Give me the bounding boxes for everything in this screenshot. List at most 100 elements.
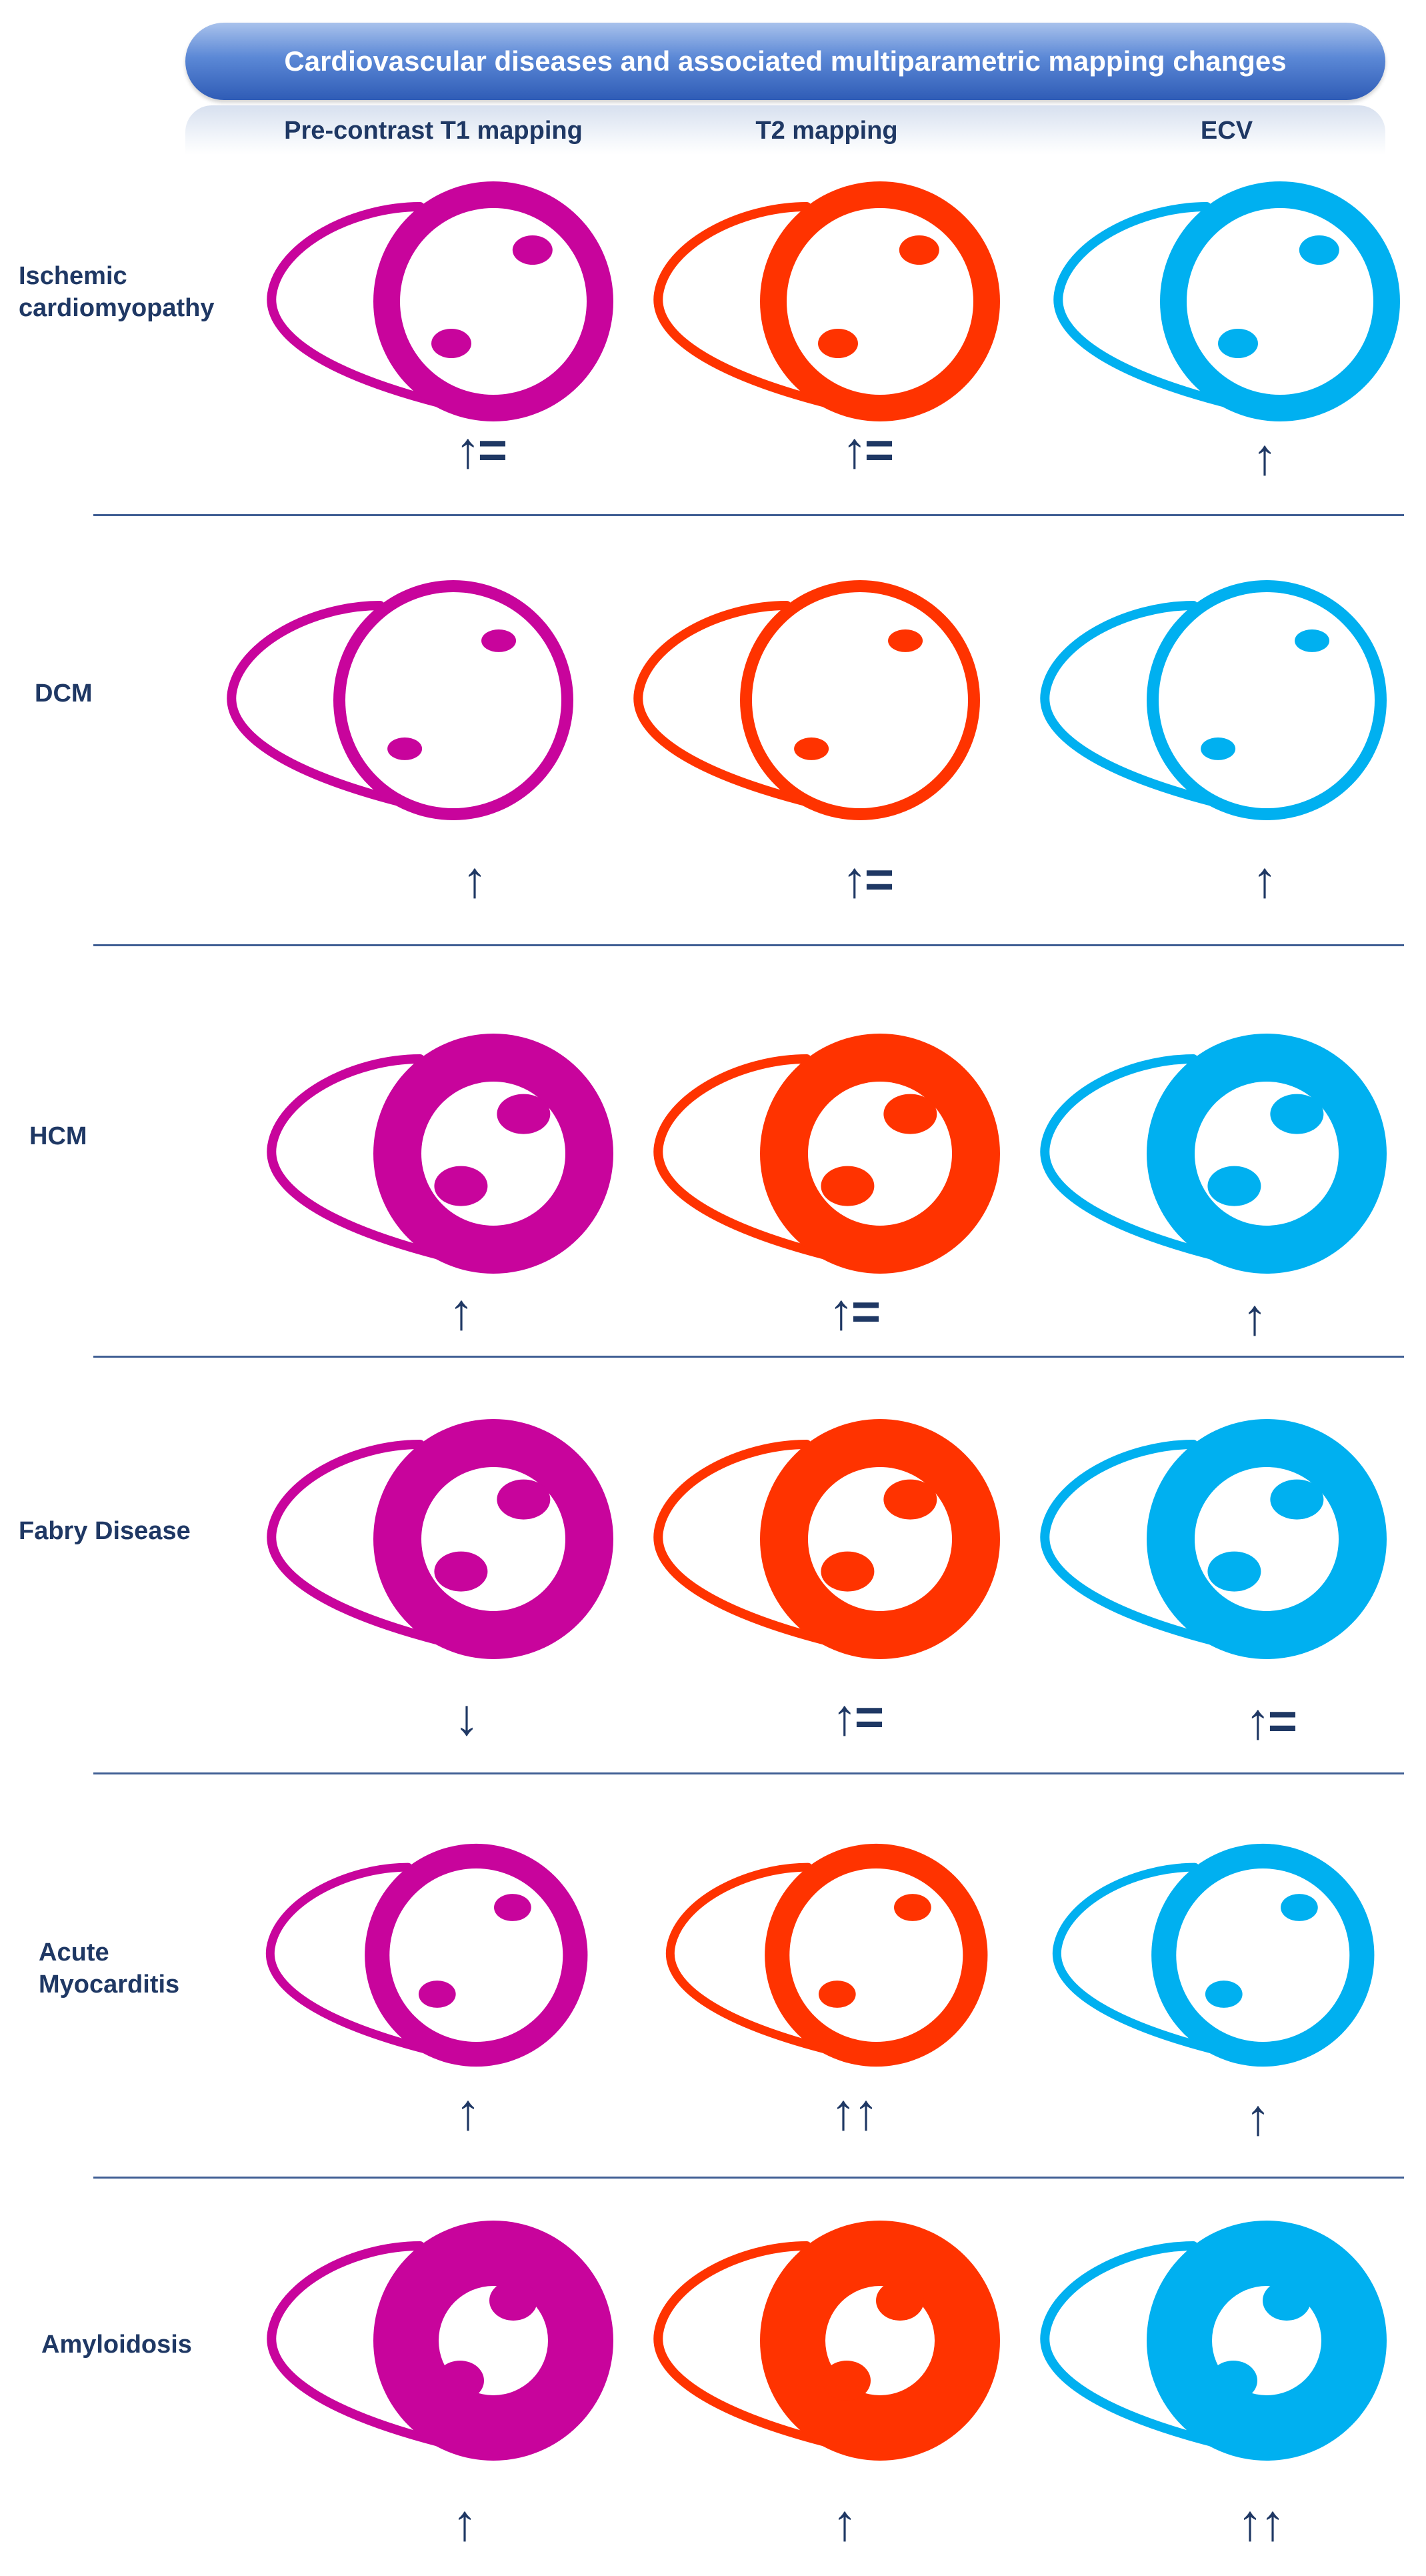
row-label-ischemic-cardiomyopathy: Ischemic cardiomyopathy — [19, 262, 215, 322]
papillary-muscle — [387, 737, 423, 760]
papillary-muscle — [497, 1479, 551, 1520]
papillary-muscle — [494, 1894, 531, 1921]
papillary-muscle — [1207, 1551, 1261, 1592]
papillary-muscle — [434, 1551, 488, 1592]
column-header-t2: T2 mapping — [755, 117, 898, 145]
change-indicator: ↑ — [1252, 852, 1277, 908]
left-ventricle-cavity — [789, 1868, 963, 2042]
change-indicator: ↑= — [1245, 1693, 1297, 1750]
right-ventricle-outline — [653, 2241, 838, 2449]
papillary-muscle — [818, 1981, 856, 2008]
change-indicator: ↑ — [452, 2495, 477, 2551]
papillary-muscle — [1270, 1479, 1324, 1520]
right-ventricle-outline — [665, 1862, 837, 2056]
column-header-bar — [185, 105, 1385, 155]
heart-short-axis-icon — [633, 580, 980, 820]
heart-short-axis-icon — [1053, 181, 1400, 421]
change-indicator: ↑ — [462, 852, 487, 908]
heart-short-axis-icon — [653, 181, 1000, 421]
papillary-muscle — [823, 2361, 871, 2401]
papillary-muscle — [1281, 1894, 1318, 1921]
papillary-muscle — [497, 1094, 551, 1134]
heart-short-axis-icon — [1040, 2221, 1387, 2461]
papillary-muscle — [1295, 629, 1330, 652]
heart-short-axis-icon — [1052, 1843, 1375, 2067]
papillary-muscle — [794, 737, 829, 760]
left-ventricle-cavity — [389, 1868, 563, 2042]
row-divider — [93, 1772, 1404, 1774]
title-banner: Cardiovascular diseases and associated m… — [185, 23, 1385, 100]
papillary-muscle — [481, 629, 517, 652]
row-divider — [93, 944, 1404, 946]
right-ventricle-outline — [267, 1440, 451, 1647]
left-ventricle-cavity — [400, 208, 587, 395]
right-ventricle-outline — [653, 202, 838, 409]
right-ventricle-outline — [633, 601, 818, 808]
left-ventricle-cavity — [1187, 208, 1373, 395]
row-label-dcm: DCM — [35, 680, 93, 708]
papillary-muscle — [894, 1894, 931, 1921]
right-ventricle-outline — [1053, 202, 1238, 409]
papillary-muscle — [883, 1094, 937, 1134]
papillary-muscle — [818, 329, 858, 358]
right-ventricle-outline — [267, 2241, 451, 2449]
papillary-muscle — [418, 1981, 456, 2008]
change-indicator: ↑ — [455, 2084, 481, 2141]
papillary-muscle — [1209, 2361, 1257, 2401]
right-ventricle-outline — [653, 1054, 838, 1262]
papillary-muscle — [899, 235, 939, 265]
heart-short-axis-icon — [267, 1034, 613, 1274]
papillary-muscle — [431, 329, 471, 358]
papillary-muscle — [1270, 1094, 1324, 1134]
row-label-hcm: HCM — [29, 1122, 87, 1150]
change-indicator: ↑ — [1245, 2089, 1271, 2146]
papillary-muscle — [1207, 1166, 1261, 1206]
heart-short-axis-icon — [227, 580, 573, 820]
row-divider — [93, 514, 1404, 516]
change-indicator: ↑= — [828, 1284, 881, 1340]
heart-short-axis-icon — [267, 181, 613, 421]
row-label-fabry-disease: Fabry Disease — [19, 1517, 191, 1545]
heart-short-axis-icon — [653, 2221, 1000, 2461]
row-label-amyloidosis: Amyloidosis — [41, 2331, 192, 2359]
left-ventricle-cavity — [787, 208, 973, 395]
right-ventricle-outline — [265, 1862, 437, 2056]
heart-short-axis-icon — [665, 1843, 988, 2067]
right-ventricle-outline — [1040, 601, 1225, 808]
papillary-muscle — [436, 2361, 484, 2401]
papillary-muscle — [434, 1166, 488, 1206]
papillary-muscle — [876, 2281, 924, 2321]
papillary-muscle — [489, 2281, 537, 2321]
papillary-muscle — [1201, 737, 1236, 760]
change-indicator: ↓ — [454, 1689, 479, 1746]
left-ventricle-cavity — [345, 592, 561, 808]
heart-short-axis-icon — [1040, 1419, 1387, 1659]
row-divider — [93, 2177, 1404, 2179]
change-indicator: ↑= — [841, 852, 894, 908]
change-indicator: ↑ — [449, 1284, 474, 1340]
left-ventricle-cavity — [752, 592, 968, 808]
papillary-muscle — [512, 235, 553, 265]
papillary-muscle — [821, 1166, 875, 1206]
row-label-acute-myocarditis: Acute Myocarditis — [39, 1939, 180, 1999]
right-ventricle-outline — [1040, 1054, 1225, 1262]
row-divider — [93, 1356, 1404, 1358]
change-indicator: ↑ — [1252, 429, 1277, 485]
change-indicator: ↑↑ — [1237, 2495, 1285, 2551]
right-ventricle-outline — [227, 601, 411, 808]
papillary-muscle — [821, 1551, 875, 1592]
left-ventricle-cavity — [1159, 592, 1375, 808]
papillary-muscle — [1299, 235, 1339, 265]
column-header-ecv: ECV — [1200, 117, 1253, 145]
change-indicator: ↑ — [832, 2495, 857, 2551]
column-header-t1: Pre-contrast T1 mapping — [284, 117, 583, 145]
right-ventricle-outline — [1040, 2241, 1225, 2449]
right-ventricle-outline — [267, 1054, 451, 1262]
change-indicator: ↑↑ — [831, 2084, 879, 2141]
heart-short-axis-icon — [267, 2221, 613, 2461]
left-ventricle-cavity — [1176, 1868, 1350, 2042]
diagram-title: Cardiovascular diseases and associated m… — [284, 45, 1287, 77]
right-ventricle-outline — [1040, 1440, 1225, 1647]
change-indicator: ↑= — [455, 422, 507, 479]
heart-short-axis-icon — [653, 1419, 1000, 1659]
